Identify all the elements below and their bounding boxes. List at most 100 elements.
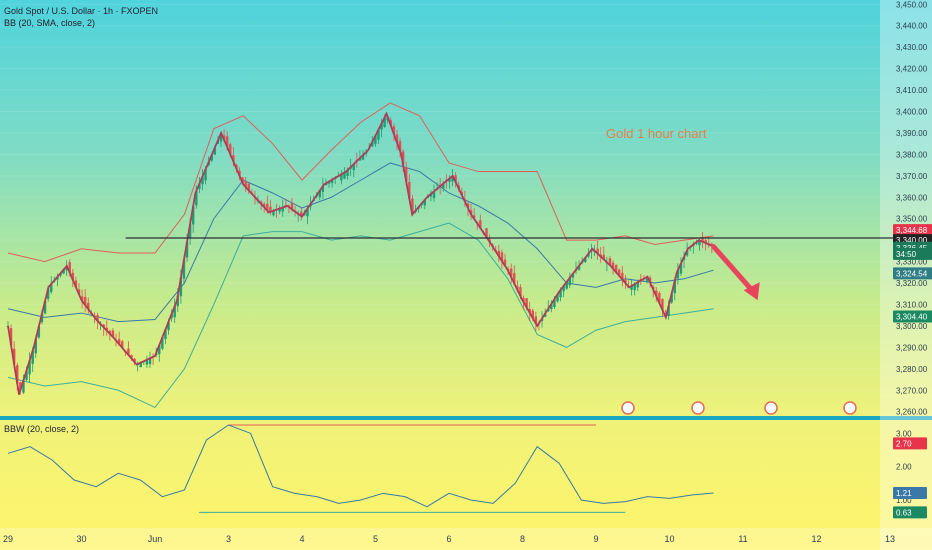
candle-body xyxy=(263,203,266,208)
bbw-tick-label: 2.00 xyxy=(896,463,912,472)
candle-body xyxy=(241,177,244,184)
indicator-title[interactable]: BB (20, SMA, close, 2) xyxy=(4,18,96,28)
candle-body xyxy=(244,180,247,188)
candle-body xyxy=(247,183,250,191)
y-tick-label: 3,280.00 xyxy=(896,365,928,374)
candle-body xyxy=(12,348,16,365)
candle-body xyxy=(300,211,303,217)
candle-body xyxy=(278,208,281,212)
candle-body xyxy=(37,326,41,338)
y-tick-label: 3,290.00 xyxy=(896,343,928,352)
lower-indicator-title[interactable]: BBW (20, close, 2) xyxy=(4,424,80,434)
bb-lower-band xyxy=(7,222,714,409)
candle-body xyxy=(380,123,383,130)
candle-body xyxy=(602,254,605,260)
bbw-value-box xyxy=(893,506,927,519)
candle-body xyxy=(108,330,112,334)
candle-body xyxy=(330,179,334,184)
candle-body xyxy=(645,276,649,282)
candle-body xyxy=(22,380,25,393)
candle-body xyxy=(442,183,445,189)
candle-body xyxy=(377,129,380,140)
candle-body xyxy=(68,262,71,273)
y-tick-label: 3,440.00 xyxy=(896,22,928,31)
candle-body xyxy=(655,290,658,297)
candle-body xyxy=(534,316,538,324)
candle-body xyxy=(96,315,99,321)
candle-body xyxy=(679,263,683,274)
x-tick-label: 12 xyxy=(811,534,821,544)
candle-body xyxy=(43,301,47,314)
x-tick-label: 8 xyxy=(520,534,525,544)
candle-body xyxy=(167,321,170,331)
x-tick-label: 10 xyxy=(664,534,674,544)
candle-body xyxy=(117,339,121,345)
candle-body xyxy=(318,190,321,198)
candle-body xyxy=(633,284,636,291)
bbw-tick-label: 3.00 xyxy=(896,429,912,438)
chart-annotation-title: Gold 1 hour chart xyxy=(606,126,707,141)
candle-body xyxy=(28,360,31,375)
candle-body xyxy=(500,252,504,262)
candle-body xyxy=(266,203,269,211)
candle-body xyxy=(145,359,149,365)
x-tick-label: 3 xyxy=(226,534,231,544)
candle-body xyxy=(127,348,130,355)
candle-body xyxy=(346,170,349,177)
symbol-title[interactable]: Gold Spot / U.S. Dollar · 1h · FXOPEN xyxy=(4,6,159,16)
candle-body xyxy=(513,273,516,284)
candle-body xyxy=(454,175,457,183)
candle-body xyxy=(448,178,451,182)
candle-body xyxy=(673,280,676,294)
y-tick-label: 3,400.00 xyxy=(896,108,928,117)
candle-body xyxy=(519,287,522,297)
candlestick-series xyxy=(6,114,714,395)
candle-body xyxy=(62,269,65,274)
x-tick-label: Jun xyxy=(148,534,163,544)
candle-body xyxy=(670,293,673,303)
x-tick-label: 13 xyxy=(885,534,895,544)
candle-body xyxy=(188,223,192,238)
x-tick-label: 6 xyxy=(446,534,451,544)
candle-body xyxy=(306,208,309,217)
candle-body xyxy=(182,259,186,279)
candle-body xyxy=(485,228,488,238)
candle-body xyxy=(531,310,534,319)
y-tick-label: 3,260.00 xyxy=(896,408,928,417)
candle-body xyxy=(232,154,235,162)
candle-body xyxy=(522,298,525,303)
candle-body xyxy=(466,203,470,208)
candle-body xyxy=(608,258,612,266)
candle-body xyxy=(343,172,346,179)
candle-body xyxy=(272,210,275,216)
candle-body xyxy=(40,313,44,323)
candle-body xyxy=(340,174,343,181)
price-label-text: 3,324.54 xyxy=(896,269,928,278)
candle-body xyxy=(25,370,28,380)
y-tick-label: 3,430.00 xyxy=(896,43,928,52)
candle-body xyxy=(201,176,204,185)
y-tick-label: 3,320.00 xyxy=(896,279,928,288)
candle-body xyxy=(451,175,454,182)
price-label-box xyxy=(893,247,932,260)
candle-body xyxy=(192,205,195,225)
price-label-text: 3,340.00 xyxy=(896,236,928,245)
candle-body xyxy=(195,190,198,206)
candle-body xyxy=(46,288,50,299)
candle-body xyxy=(164,329,167,340)
candle-body xyxy=(676,270,680,279)
candle-body xyxy=(528,309,531,313)
candle-body xyxy=(321,186,325,192)
bb-middle-band xyxy=(7,162,714,323)
candle-body xyxy=(618,269,621,276)
forecast-arrow-shaft xyxy=(711,244,757,295)
candle-body xyxy=(16,365,19,384)
candle-body xyxy=(229,144,232,155)
candle-body xyxy=(50,284,53,293)
y-tick-label: 3,310.00 xyxy=(896,300,928,309)
candle-body xyxy=(611,262,615,269)
candle-body xyxy=(83,296,87,306)
candle-body xyxy=(621,272,624,280)
price-label-box xyxy=(893,224,932,237)
